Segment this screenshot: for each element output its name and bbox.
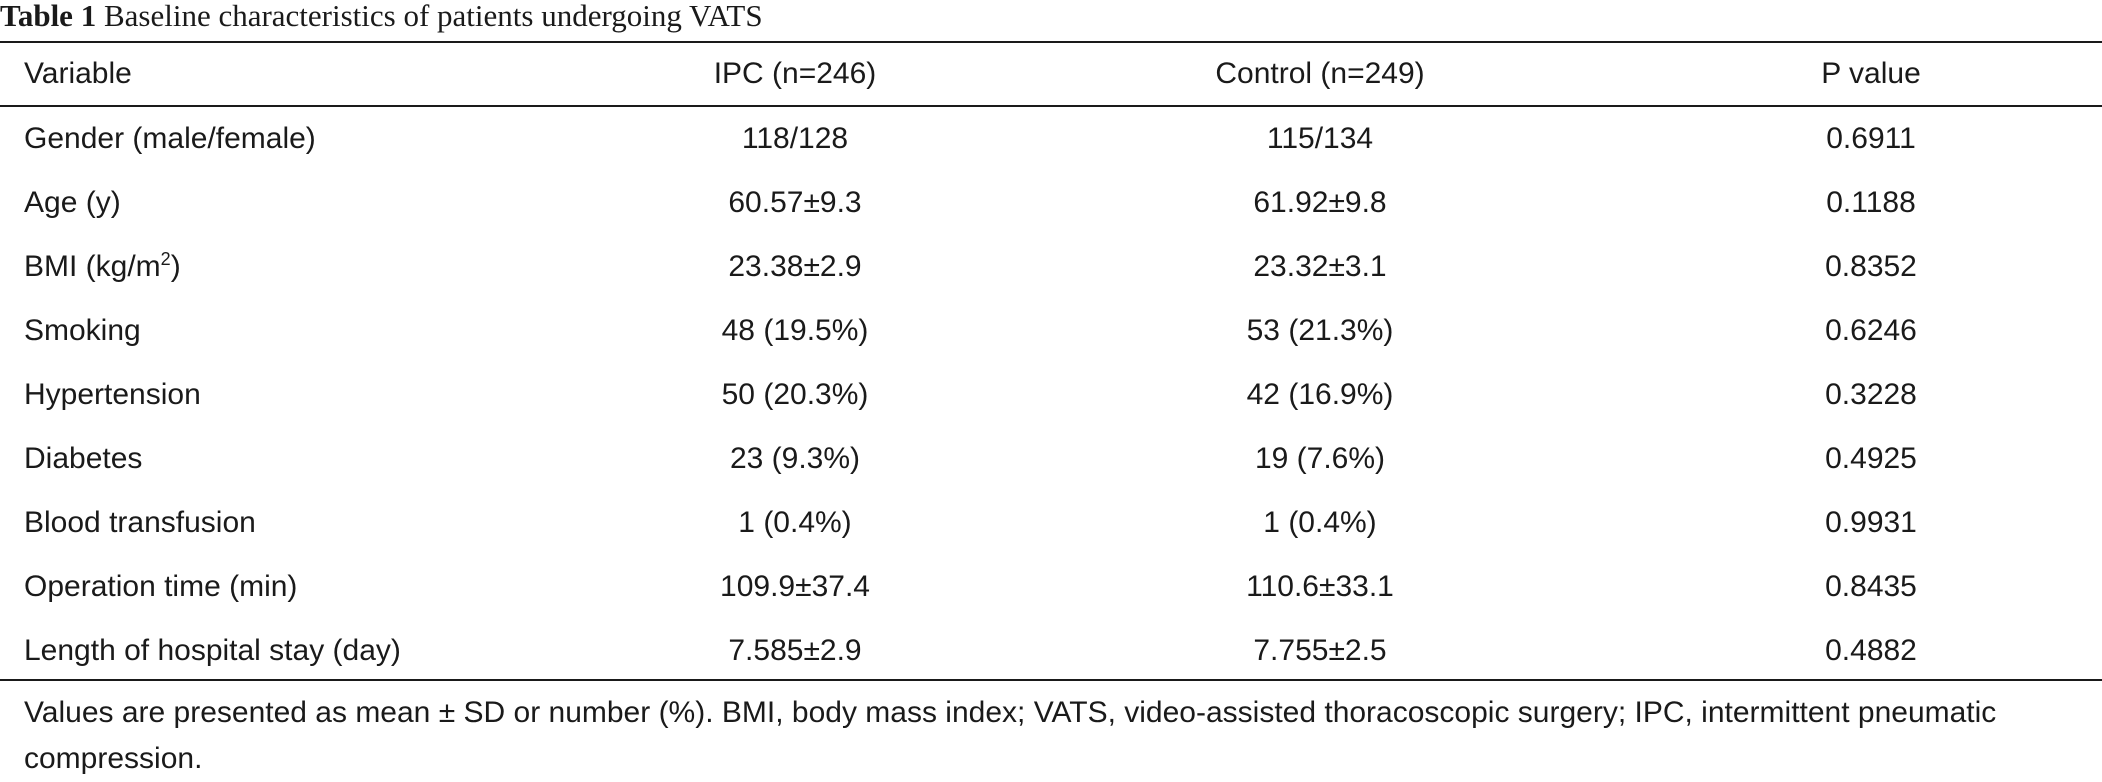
cell-variable-superscript: 2: [160, 249, 171, 269]
table-caption-title: Baseline characteristics of patients und…: [103, 0, 763, 33]
cell-ipc: 7.585±2.9: [728, 634, 862, 667]
table-footnote: Values are presented as mean ± SD or num…: [24, 696, 1997, 775]
table-row: Smoking 48 (19.5%) 53 (21.3%) 0.6246: [0, 299, 2102, 363]
cell-p-value: 0.3228: [1825, 378, 1917, 411]
table-row: Length of hospital stay (day) 7.585±2.9 …: [0, 619, 2102, 683]
table-header-row: Variable IPC (n=246) Control (n=249) P v…: [0, 43, 2102, 105]
table-bottom-rule: [0, 679, 2102, 681]
cell-control: 53 (21.3%): [1246, 314, 1394, 347]
cell-control: 61.92±9.8: [1253, 186, 1387, 219]
cell-variable: Hypertension: [24, 378, 201, 411]
cell-control: 1 (0.4%): [1263, 506, 1377, 539]
cell-variable: Blood transfusion: [24, 506, 256, 539]
table-row: Age (y) 60.57±9.3 61.92±9.8 0.1188: [0, 171, 2102, 235]
cell-p-value: 0.4882: [1825, 634, 1917, 667]
cell-p-value: 0.8435: [1825, 570, 1917, 603]
cell-ipc: 50 (20.3%): [721, 378, 869, 411]
cell-variable: Gender (male/female): [24, 122, 316, 155]
cell-p-value: 0.6246: [1825, 314, 1917, 347]
cell-variable-text: BMI (kg/m: [24, 250, 161, 283]
cell-ipc: 48 (19.5%): [721, 314, 869, 347]
cell-p-value: 0.6911: [1826, 122, 1916, 155]
table-row: Blood transfusion 1 (0.4%) 1 (0.4%) 0.99…: [0, 491, 2102, 555]
cell-p-value: 0.1188: [1826, 186, 1916, 219]
header-control: Control (n=249): [1215, 57, 1425, 90]
table-row: Hypertension 50 (20.3%) 42 (16.9%) 0.322…: [0, 363, 2102, 427]
cell-variable-suffix: ): [170, 250, 181, 283]
header-ipc: IPC (n=246): [713, 57, 877, 90]
cell-ipc: 23.38±2.9: [728, 250, 862, 283]
cell-variable: Length of hospital stay (day): [24, 634, 401, 667]
cell-p-value: 0.4925: [1825, 442, 1917, 475]
cell-ipc: 23 (9.3%): [729, 442, 861, 475]
cell-ipc: 1 (0.4%): [738, 506, 852, 539]
table-header-rule: [0, 105, 2102, 107]
table-row: BMI (kg/m2) 23.38±2.9 23.32±3.1 0.8352: [0, 235, 2102, 299]
cell-control: 110.6±33.1: [1246, 570, 1394, 603]
cell-variable: Diabetes: [24, 442, 143, 475]
cell-control: 42 (16.9%): [1246, 378, 1394, 411]
header-p-value: P value: [1821, 57, 1921, 90]
cell-ipc: 60.57±9.3: [728, 186, 862, 219]
cell-ipc: 109.9±37.4: [720, 570, 870, 603]
table-row: Gender (male/female) 118/128 115/134 0.6…: [0, 107, 2102, 171]
cell-p-value: 0.9931: [1825, 506, 1917, 539]
cell-ipc: 118/128: [741, 122, 849, 155]
table-row: Diabetes 23 (9.3%) 19 (7.6%) 0.4925: [0, 427, 2102, 491]
header-variable: Variable: [24, 57, 132, 90]
cell-control: 115/134: [1266, 122, 1374, 155]
table-top-rule: [0, 41, 2102, 43]
table-caption-label: Table 1: [0, 0, 97, 33]
cell-variable: Age (y): [24, 186, 121, 219]
cell-p-value: 0.8352: [1825, 250, 1917, 283]
baseline-characteristics-table: Variable IPC (n=246) Control (n=249) P v…: [0, 43, 2102, 683]
table-row: Operation time (min) 109.9±37.4 110.6±33…: [0, 555, 2102, 619]
cell-variable: BMI (kg/m2): [0, 235, 590, 299]
cell-control: 23.32±3.1: [1253, 250, 1387, 283]
cell-variable: Smoking: [24, 314, 141, 347]
table-caption: Table 1 Baseline characteristics of pati…: [0, 0, 763, 36]
cell-control: 7.755±2.5: [1253, 634, 1387, 667]
cell-variable: Operation time (min): [24, 570, 298, 603]
cell-control: 19 (7.6%): [1254, 442, 1386, 475]
